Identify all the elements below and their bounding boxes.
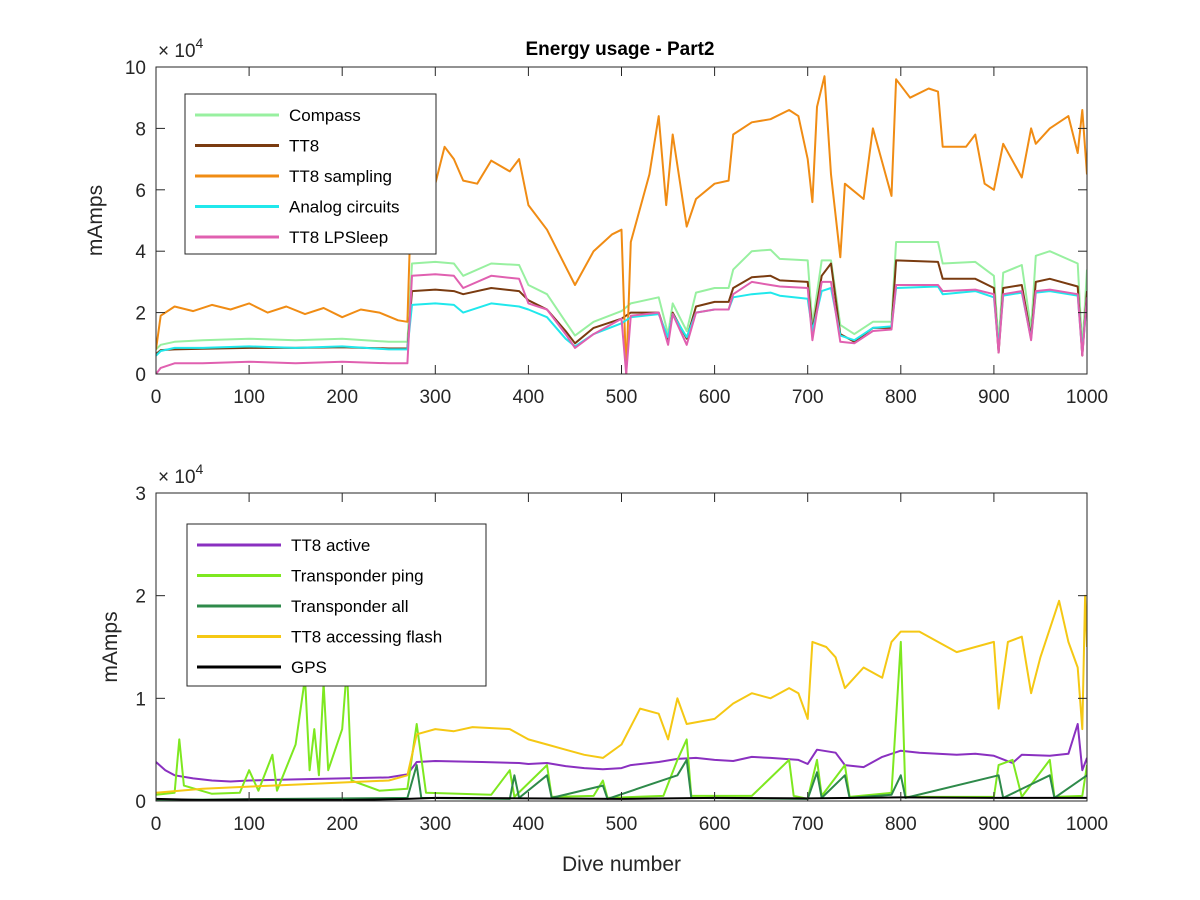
x-tick-label: 800 bbox=[885, 387, 917, 408]
series-line-tt8-accessing-flash bbox=[156, 594, 1087, 794]
x-tick-label: 600 bbox=[699, 387, 731, 408]
series-line-tt8-lpsleep bbox=[156, 273, 1087, 374]
x-tick-label: 300 bbox=[419, 814, 451, 835]
x-tick-label: 500 bbox=[606, 387, 638, 408]
x-tick-label: 1000 bbox=[1066, 814, 1108, 835]
x-axis-label: Dive number bbox=[562, 853, 681, 876]
x-tick-label: 200 bbox=[326, 814, 358, 835]
y-tick-label: 6 bbox=[135, 181, 146, 202]
series-line-transponder-ping bbox=[156, 640, 1087, 800]
series-line-tt8-sampling bbox=[156, 75, 1087, 374]
series-line-tt8-active bbox=[156, 723, 1087, 783]
y-tick-label: 2 bbox=[135, 587, 146, 608]
bottom-panel: 0 100 200 300 400 500 600 700 800 900 1000 0 1 2 3 × 10… bbox=[99, 461, 1108, 876]
legend-entry-label: Compass bbox=[289, 106, 361, 125]
y-tick-label: 4 bbox=[135, 242, 146, 263]
x-tick-label: 400 bbox=[513, 814, 545, 835]
y-tick-label: 10 bbox=[125, 58, 146, 79]
x-tick-label: 100 bbox=[233, 814, 265, 835]
legend-entry-label: TT8 bbox=[289, 137, 319, 156]
legend-entry-label: TT8 accessing flash bbox=[291, 628, 442, 647]
x-tick-label: 0 bbox=[151, 814, 162, 835]
legend-entry-label: TT8 sampling bbox=[289, 167, 392, 186]
x-tick-label: 800 bbox=[885, 814, 917, 835]
series-line-compass bbox=[156, 241, 1087, 351]
legend: Compass TT8 TT8 sampling Analog circuits TT8… bbox=[184, 93, 437, 255]
x-tick-label: 900 bbox=[978, 814, 1010, 835]
y-tick-label: 8 bbox=[135, 119, 146, 140]
legend-entry-label: TT8 LPSleep bbox=[289, 228, 388, 247]
x-tick-label: 200 bbox=[326, 387, 358, 408]
x-tick-label: 600 bbox=[699, 814, 731, 835]
x-tick-label: 400 bbox=[513, 387, 545, 408]
x-tick-label: 300 bbox=[419, 387, 451, 408]
y-tick-label: 0 bbox=[135, 365, 146, 386]
legend-entry-label: GPS bbox=[291, 658, 327, 677]
x-tick-label: 0 bbox=[151, 387, 162, 408]
y-axis-label: mAmps bbox=[99, 611, 122, 682]
x-tick-label: 100 bbox=[233, 387, 265, 408]
top-panel: 0 100 200 300 400 500 600 700 800 900 1000 0 2 4 6 8 10 ×… bbox=[84, 35, 1108, 408]
x-tick-label: 900 bbox=[978, 387, 1010, 408]
x-tick-label: 700 bbox=[792, 814, 824, 835]
chart-title: Energy usage - Part2 bbox=[525, 39, 714, 60]
y-tick-label: 0 bbox=[135, 792, 146, 813]
legend-entry-label: Transponder ping bbox=[291, 567, 424, 586]
legend: TT8 active Transponder ping Transponder al… bbox=[186, 523, 487, 687]
y-tick-label: 3 bbox=[135, 484, 146, 505]
y-exponent-label: × 104 bbox=[158, 461, 204, 488]
y-tick-label: 1 bbox=[135, 689, 146, 710]
legend-entry-label: Analog circuits bbox=[289, 198, 400, 217]
y-exponent-label: × 104 bbox=[158, 35, 204, 62]
legend-entry-label: Transponder all bbox=[291, 597, 409, 616]
x-tick-label: 500 bbox=[606, 814, 638, 835]
y-tick-label: 2 bbox=[135, 304, 146, 325]
legend-box bbox=[184, 93, 437, 255]
x-tick-label: 1000 bbox=[1066, 387, 1108, 408]
y-axis-label: mAmps bbox=[84, 185, 107, 256]
x-tick-label: 700 bbox=[792, 387, 824, 408]
legend-entry-label: TT8 active bbox=[291, 536, 370, 555]
